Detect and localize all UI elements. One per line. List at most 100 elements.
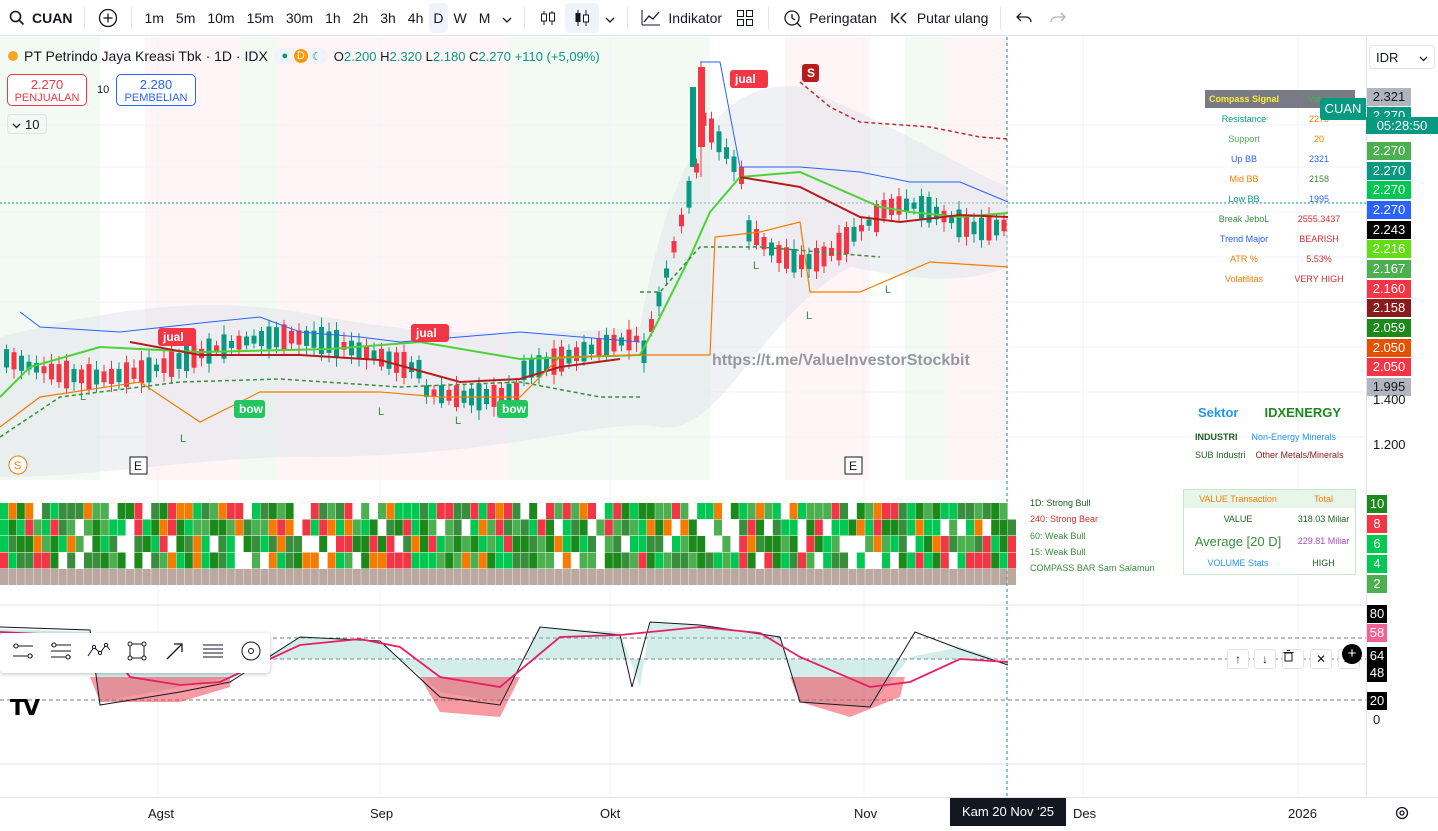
pattern-tool[interactable]	[82, 636, 116, 670]
compass-bar-cell	[453, 503, 462, 519]
currency-selector[interactable]: IDR	[1369, 45, 1435, 69]
spread-value: 10	[97, 84, 110, 96]
annotation-tool[interactable]	[158, 636, 192, 670]
compass-bar-cell	[688, 536, 697, 552]
compass-bar-cell	[344, 569, 353, 585]
timeframe-W[interactable]: W	[453, 9, 467, 26]
indicators-button[interactable]: Indikator	[634, 0, 728, 36]
chart-pane[interactable]: jual jual jual bow bow S E E S L L L L L L L https://t.…	[0, 37, 1366, 797]
timeframe-10m[interactable]: 10m	[207, 9, 235, 26]
fib-tool[interactable]	[44, 636, 78, 670]
compass-bar-cell	[8, 519, 17, 536]
compass-bar-cell	[848, 519, 857, 536]
price-scale[interactable]: IDR 2.321 2.270 2.270 2.270 2.270 2.270 2.243 2…	[1366, 37, 1438, 797]
candle-body	[214, 345, 219, 353]
candle-body	[919, 195, 924, 219]
text-tool[interactable]	[196, 636, 230, 670]
compass-bar-cell	[604, 519, 613, 536]
compass-bar-cell	[856, 519, 865, 536]
trend-line-red	[739, 176, 1009, 224]
compass-bar-cell	[361, 552, 370, 569]
timeframe-2h[interactable]: 2h	[352, 9, 369, 26]
compass-bar-cell	[319, 536, 328, 552]
redo-icon	[1047, 7, 1069, 29]
buy-button[interactable]: 2.280 PEMBELIAN	[116, 74, 196, 106]
candle-body	[656, 292, 662, 307]
delay-badge[interactable]: D	[293, 49, 308, 63]
timeframe-1h[interactable]: 1h	[325, 9, 341, 26]
compass-bar-cell	[310, 503, 319, 519]
jual-signal: jual	[415, 326, 437, 340]
compass-bar-cell	[369, 569, 378, 585]
shape-tool[interactable]	[120, 636, 154, 670]
compass-bar-cell	[176, 569, 185, 585]
timeframe-4h[interactable]: 4h	[407, 9, 424, 26]
compass-bar-cell	[252, 552, 260, 569]
timeframe-M[interactable]: M	[478, 9, 491, 26]
bar-style-button[interactable]	[531, 0, 565, 36]
compass-bar-cell	[310, 536, 319, 552]
compass-bar-cell	[126, 519, 134, 536]
compass-bar-cell	[327, 569, 336, 585]
price-label: 10	[1367, 495, 1387, 513]
compass-bar-cell	[445, 503, 454, 519]
chart-type-dropdown[interactable]	[599, 0, 621, 36]
candle-body	[731, 156, 737, 172]
tradingview-logo[interactable]: 𝗧𝗩	[10, 695, 40, 720]
measure-tool[interactable]	[234, 636, 268, 670]
compass-bar-cell	[142, 519, 151, 536]
compass-bar-cell	[999, 552, 1008, 569]
candle-body	[401, 351, 407, 378]
timeframe-1m[interactable]: 1m	[144, 9, 164, 26]
add-pane-button[interactable]: +	[1342, 644, 1362, 664]
compass-bar-cell	[974, 569, 983, 585]
chart-canvas[interactable]: jual jual jual bow bow S E E S L L L L L L L	[0, 37, 1366, 797]
currency-label: IDR	[1376, 49, 1399, 65]
timeframe-3h[interactable]: 3h	[380, 9, 396, 26]
time-axis[interactable]: Agst Sep Okt Nov Des 2026 Kam 20 Nov '25	[0, 797, 1438, 831]
compass-bar-cell	[243, 552, 252, 569]
compass-bar-cell	[268, 536, 277, 552]
candle-body	[739, 167, 744, 184]
delete-pane-button[interactable]	[1282, 649, 1304, 669]
symbol-search[interactable]: CUAN	[0, 0, 78, 36]
layouts-button[interactable]	[728, 0, 762, 36]
timeframe-5m[interactable]: 5m	[175, 9, 196, 26]
trend-line-tool[interactable]	[6, 636, 40, 670]
compass-bar-cell	[554, 552, 563, 569]
undo-button[interactable]	[1007, 0, 1041, 36]
compass-bar-cell	[747, 569, 756, 585]
compass-bar-cell	[159, 536, 168, 552]
compass-bar-cell	[210, 536, 218, 552]
move-pane-down-button[interactable]: ↓	[1254, 649, 1276, 669]
settings-button[interactable]	[1394, 805, 1410, 821]
timeframe-30m[interactable]: 30m	[285, 9, 314, 26]
candle-body	[56, 364, 62, 383]
compass-bar-cell	[159, 503, 168, 519]
compass-bar-cell	[319, 503, 328, 519]
legend-title[interactable]: PT Petrindo Jaya Kreasi Tbk · 1D · IDX	[24, 48, 268, 64]
alerts-button[interactable]: Peringatan	[775, 0, 883, 36]
collapse-pane-button[interactable]: ✕	[1310, 649, 1332, 669]
timeframe-15m[interactable]: 15m	[246, 9, 274, 26]
compass-bar-cell	[100, 569, 109, 585]
compass-bar-cell	[562, 536, 571, 552]
quantity-selector[interactable]: 10	[7, 114, 47, 134]
sell-button[interactable]: 2.270 PENJUALAN	[7, 74, 87, 106]
redo-button[interactable]	[1041, 0, 1075, 36]
candle-style-button[interactable]	[565, 2, 600, 33]
replay-button[interactable]: Putar ulang	[883, 0, 995, 36]
move-pane-up-button[interactable]: ↑	[1227, 649, 1249, 669]
compass-bar-cell	[403, 536, 412, 552]
timeframe-dropdown[interactable]	[496, 0, 518, 36]
compass-bar-cell	[638, 536, 647, 552]
compass-bar-cell	[856, 552, 865, 569]
compare-button[interactable]	[91, 0, 125, 36]
compass-bar-cell	[151, 503, 160, 519]
candle-body	[896, 196, 902, 215]
timeframe-D[interactable]: D	[429, 2, 448, 33]
compass-bar-cell	[285, 503, 294, 519]
compass-bar-cell	[856, 536, 865, 552]
compass-bar-cell	[243, 536, 252, 552]
compass-bar-cell	[268, 552, 277, 569]
